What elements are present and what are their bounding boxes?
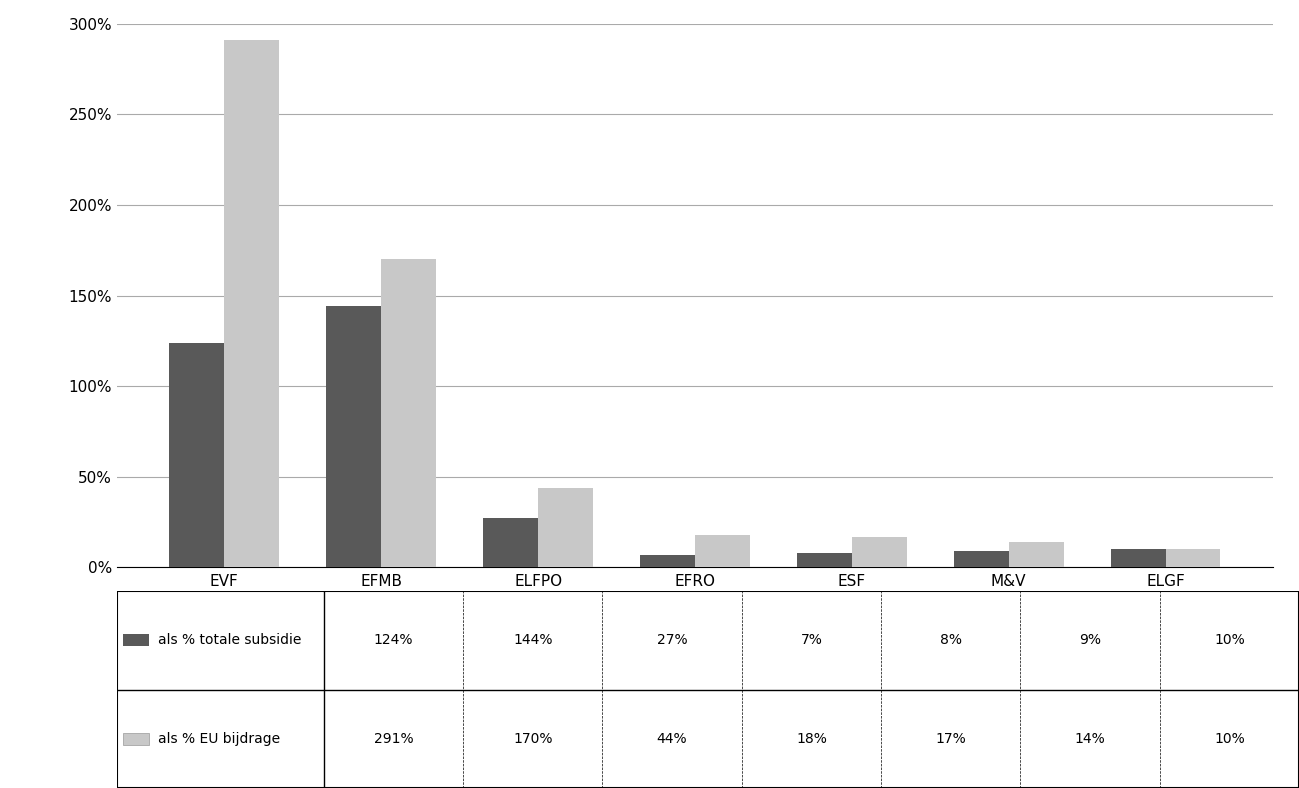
Bar (538, 488, 594, 567)
Text: 124%: 124% (374, 634, 413, 647)
Bar (381, 259, 436, 567)
Text: als % totale subsidie: als % totale subsidie (158, 634, 301, 647)
Text: 10%: 10% (1215, 732, 1244, 745)
Text: 17%: 17% (935, 732, 966, 745)
Bar (326, 307, 381, 567)
Text: 8%: 8% (939, 634, 961, 647)
Bar (483, 519, 538, 567)
Bar (123, 634, 149, 646)
Bar (225, 40, 279, 567)
Text: 170%: 170% (513, 732, 552, 745)
Bar (1111, 549, 1165, 567)
Bar (123, 733, 149, 745)
FancyBboxPatch shape (117, 591, 1299, 788)
Text: 144%: 144% (513, 634, 552, 647)
Bar (695, 535, 750, 567)
Text: 27%: 27% (657, 634, 687, 647)
Bar (169, 343, 225, 567)
Text: 10%: 10% (1215, 634, 1244, 647)
Text: 7%: 7% (800, 634, 822, 647)
Text: als % EU bijdrage: als % EU bijdrage (158, 732, 281, 745)
Bar (640, 555, 695, 567)
Text: 9%: 9% (1079, 634, 1102, 647)
Bar (1009, 542, 1064, 567)
Text: 44%: 44% (657, 732, 687, 745)
Text: 291%: 291% (374, 732, 413, 745)
Bar (852, 537, 907, 567)
Text: 18%: 18% (796, 732, 827, 745)
Bar (796, 553, 852, 567)
Bar (1165, 549, 1221, 567)
Text: 14%: 14% (1074, 732, 1105, 745)
Bar (953, 551, 1009, 567)
